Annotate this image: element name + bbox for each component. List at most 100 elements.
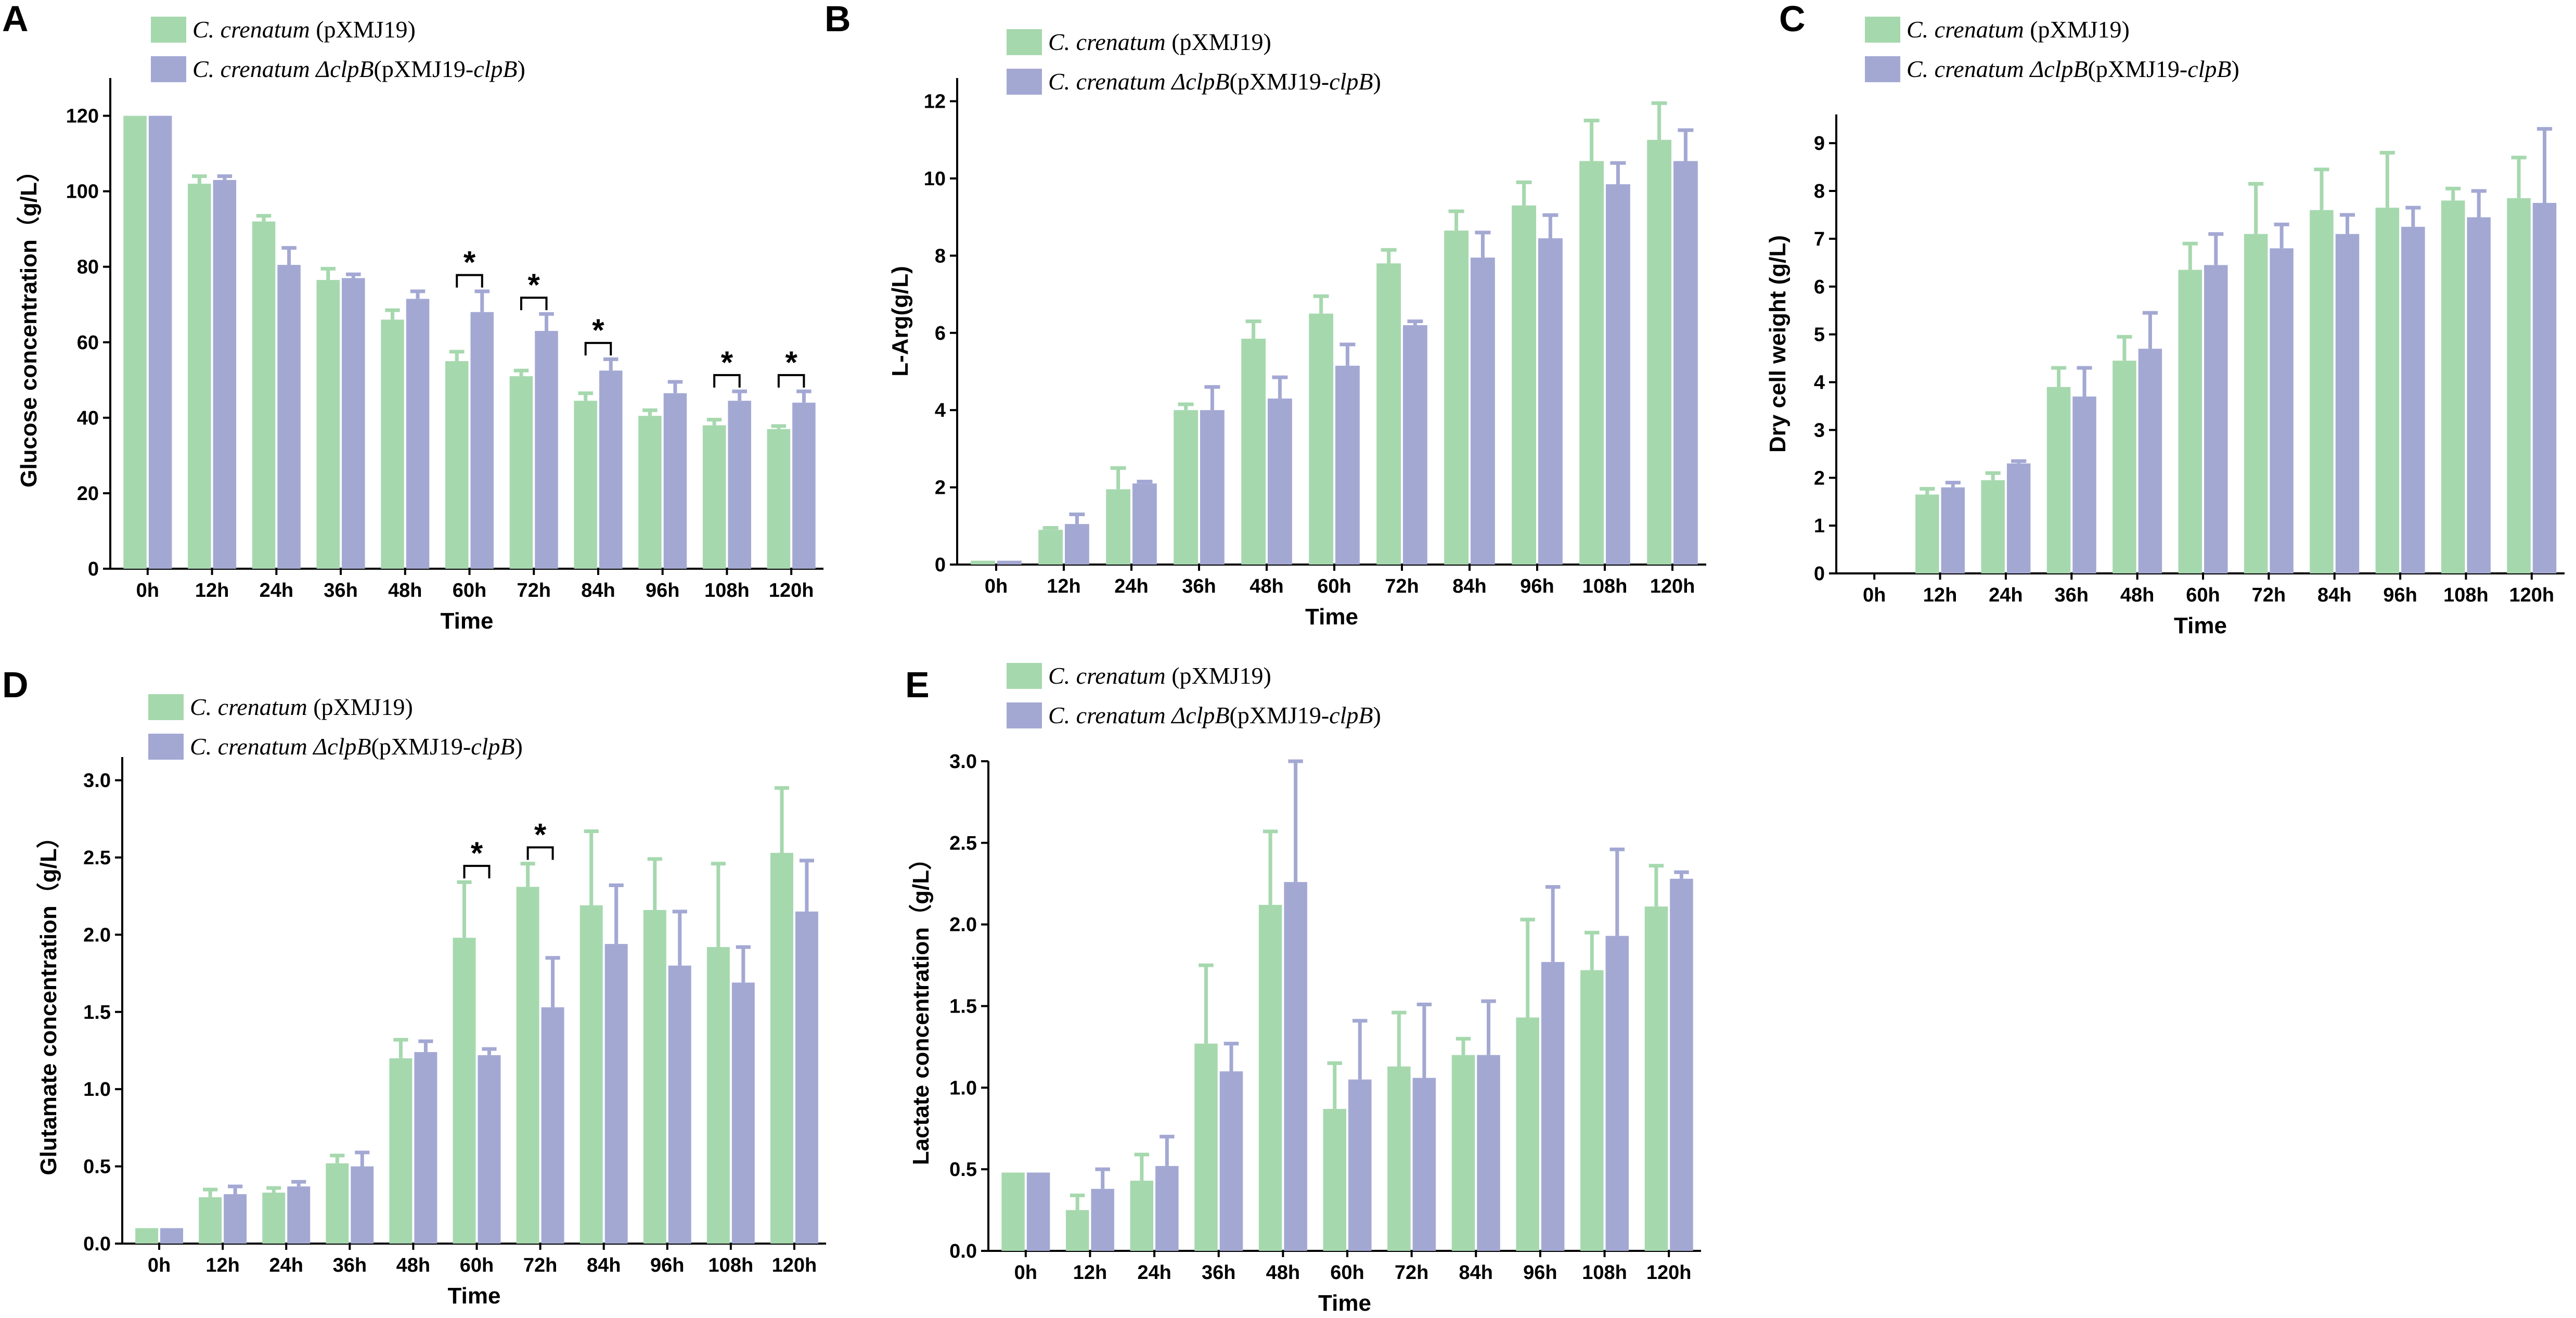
bar-series2	[1477, 1055, 1500, 1251]
y-tick-label: 2	[935, 477, 946, 499]
y-tick-label: 120	[66, 106, 99, 127]
bar-series2	[1670, 878, 1693, 1251]
legend-text-part: clpB	[471, 733, 514, 760]
x-tick-label: 96h	[2383, 584, 2417, 606]
bar-series1	[2244, 234, 2268, 573]
bar-series2	[1065, 524, 1089, 565]
legend-text-part: C. crenatum ΔclpB	[190, 733, 371, 760]
x-tick-label: 36h	[2055, 584, 2089, 606]
bar-series2	[2204, 265, 2228, 573]
x-tick-label: 108h	[1582, 575, 1628, 597]
bar-series1	[2178, 270, 2202, 573]
y-tick-label: 6	[935, 323, 946, 344]
legend-text-part: C. crenatum	[1907, 16, 2024, 43]
bar-series1	[2507, 198, 2531, 573]
y-tick-label: 0.5	[949, 1159, 977, 1181]
legend-text-part: clpB	[2187, 56, 2231, 82]
bar-series1	[381, 319, 404, 569]
y-tick-label: 2	[1814, 467, 1825, 489]
legend-text-part: (pXMJ19)	[2024, 16, 2130, 43]
legend-swatch-series2	[1007, 702, 1042, 728]
legend-swatch-series1	[1007, 29, 1042, 55]
bar-series1	[1579, 161, 1604, 565]
bar-series2	[792, 402, 816, 569]
x-tick-label: 120h	[1650, 575, 1695, 597]
y-axis-title: Lactate concentration（g/L）	[908, 847, 934, 1165]
y-tick-label: 10	[924, 168, 946, 190]
legend-text-part: C. crenatum ΔclpB	[192, 56, 374, 82]
panel-label: B	[825, 0, 851, 39]
bar-series2	[224, 1194, 247, 1244]
bar-series1	[770, 853, 793, 1244]
legend-text-part: (pXMJ19)	[1166, 662, 1271, 689]
significance-star: *	[528, 267, 540, 302]
panel-label: C	[1779, 0, 1806, 39]
legend-text-part: )	[517, 56, 525, 82]
bar-series1	[123, 116, 147, 569]
x-tick-label: 12h	[205, 1255, 239, 1276]
bar-series1	[1516, 1017, 1539, 1251]
bar-series1	[1174, 410, 1198, 565]
bar-series2	[663, 393, 687, 569]
x-tick-label: 60h	[453, 580, 486, 602]
significance-star: *	[592, 313, 604, 348]
bar-series1	[262, 1193, 286, 1244]
x-tick-label: 72h	[1395, 1262, 1428, 1284]
chart-panel-a: A 0 20 40 60 80 100 120 0h 12h 24h 36h 48h 60h 72h 84h 9…	[2, 0, 823, 634]
y-tick-label: 4	[1814, 372, 1825, 394]
x-tick-label: 0h	[1014, 1262, 1037, 1284]
x-tick-label: 96h	[1523, 1262, 1557, 1284]
x-tick-label: 120h	[2509, 584, 2555, 606]
bar-series2	[1132, 483, 1157, 565]
bar-series2	[731, 982, 755, 1244]
bar-series2	[2532, 202, 2557, 573]
legend-text-part: )	[1373, 68, 1381, 95]
significance-star: *	[785, 345, 797, 380]
x-tick-label: 108h	[709, 1255, 754, 1276]
legend-swatch-series1	[1007, 663, 1042, 689]
y-tick-label: 9	[1814, 133, 1825, 155]
bar-series2	[668, 965, 691, 1244]
x-tick-label: 84h	[1459, 1262, 1493, 1284]
x-tick-label: 12h	[1923, 584, 1957, 606]
legend-swatch-series2	[1865, 56, 1900, 82]
y-axis-title: L-Arg(g/L)	[887, 266, 913, 377]
y-axis-title: Dry cell weight (g/L)	[1765, 235, 1791, 453]
chart-panel-d: D 0.0 0.5 1.0 1.5 2.0 2.5 3.0 0h 12h 24h 36h 48h 60h 7…	[2, 664, 826, 1309]
bar-series2	[1091, 1188, 1114, 1251]
bar-series2	[599, 370, 623, 569]
bar-series1	[643, 910, 666, 1244]
y-tick-label: 1.5	[949, 996, 977, 1018]
panel-label: E	[905, 664, 930, 705]
bar-series1	[2375, 208, 2400, 573]
bar-series1	[389, 1058, 413, 1244]
significance-star: *	[721, 345, 733, 380]
legend-entry-series2: C. crenatum ΔclpB(pXMJ19-clpB)	[190, 733, 523, 760]
bar-series1	[1387, 1066, 1411, 1251]
x-tick-label: 24h	[260, 580, 293, 602]
legend-text-part: (pXMJ19-	[374, 56, 474, 82]
y-tick-label: 4	[935, 400, 946, 421]
y-tick-label: 100	[66, 181, 99, 203]
significance-bracket	[584, 342, 612, 356]
significance-bracket	[520, 297, 548, 311]
x-tick-label: 72h	[517, 580, 550, 602]
bar-series1	[971, 560, 995, 565]
bar-series2	[478, 1055, 501, 1244]
y-axis-title: Glutamate concentration（g/L）	[36, 825, 61, 1175]
bar-series2	[1284, 882, 1307, 1251]
x-tick-label: 60h	[1317, 575, 1351, 597]
bar-series1	[1323, 1109, 1346, 1251]
legend-entry-series1: C. crenatum (pXMJ19)	[192, 16, 416, 43]
bar-series2	[997, 560, 1022, 565]
bar-series1	[1647, 139, 1671, 565]
x-axis-title: Time	[1305, 604, 1358, 630]
bar-series2	[1403, 325, 1427, 565]
bar-series1	[1194, 1043, 1218, 1251]
bar-series2	[1605, 936, 1629, 1251]
bar-series2	[414, 1052, 437, 1244]
bar-series2	[2335, 234, 2360, 573]
bar-series1	[1258, 905, 1282, 1251]
bar-series1	[2113, 361, 2136, 573]
x-tick-label: 36h	[333, 1255, 367, 1276]
